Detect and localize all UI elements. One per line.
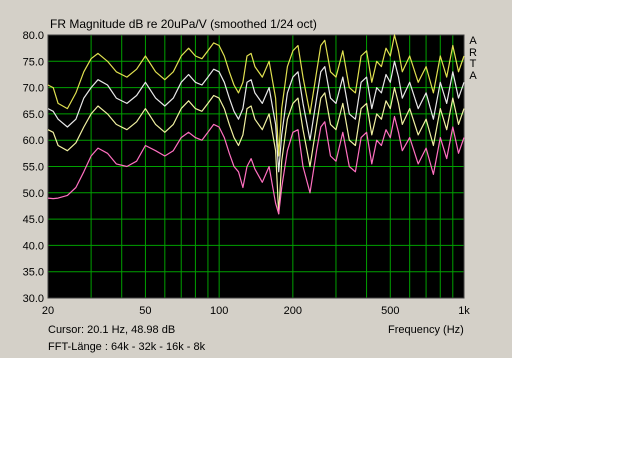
series-line — [47, 86, 465, 215]
brand-letter: A — [469, 35, 477, 47]
y-tick-label: 50.0 — [23, 188, 44, 200]
y-tick-label: 40.0 — [23, 240, 44, 252]
brand-letter: A — [469, 69, 477, 82]
y-tick-label: 65.0 — [23, 109, 44, 121]
y-tick-label: 75.0 — [23, 56, 44, 68]
frequency-response-chart[interactable]: 30.0 35.0 40.0 45.0 50.0 55.0 60.0 65.0 70.0 75.0… — [0, 0, 512, 358]
y-tick-label: 30.0 — [23, 293, 44, 305]
chart-title: FR Magnitude dB re 20uPa/V (smoothed 1/2… — [50, 17, 317, 31]
brand-letter: T — [469, 58, 477, 70]
x-axis-label: Frequency (Hz) — [388, 324, 464, 336]
y-tick-label: 70.0 — [23, 83, 44, 95]
y-tick-label: 55.0 — [23, 162, 44, 174]
x-tick-label: 500 — [381, 305, 399, 317]
series-line — [47, 60, 465, 173]
y-tick-label: 35.0 — [23, 267, 44, 279]
y-tick-label: 45.0 — [23, 214, 44, 226]
series-line — [47, 34, 465, 157]
x-tick-label: 200 — [284, 305, 302, 317]
series-line — [47, 115, 465, 215]
x-tick-label: 1k — [458, 305, 470, 317]
x-tick-label: 50 — [139, 305, 151, 317]
brand-letter: R — [469, 46, 477, 59]
fft-length-info: FFT-Länge : 64k - 32k - 16k - 8k — [48, 341, 206, 353]
cursor-readout: Cursor: 20.1 Hz, 48.98 dB — [48, 324, 176, 336]
arta-window: FR Magnitude dB re 20uPa/V (smoothed 1/2… — [0, 0, 512, 358]
x-tick-label: 100 — [210, 305, 228, 317]
y-tick-label: 80.0 — [23, 30, 44, 42]
arta-logo: A R T A — [467, 35, 479, 82]
plot-frame — [47, 34, 465, 299]
x-tick-label: 20 — [42, 305, 54, 317]
y-tick-label: 60.0 — [23, 135, 44, 147]
